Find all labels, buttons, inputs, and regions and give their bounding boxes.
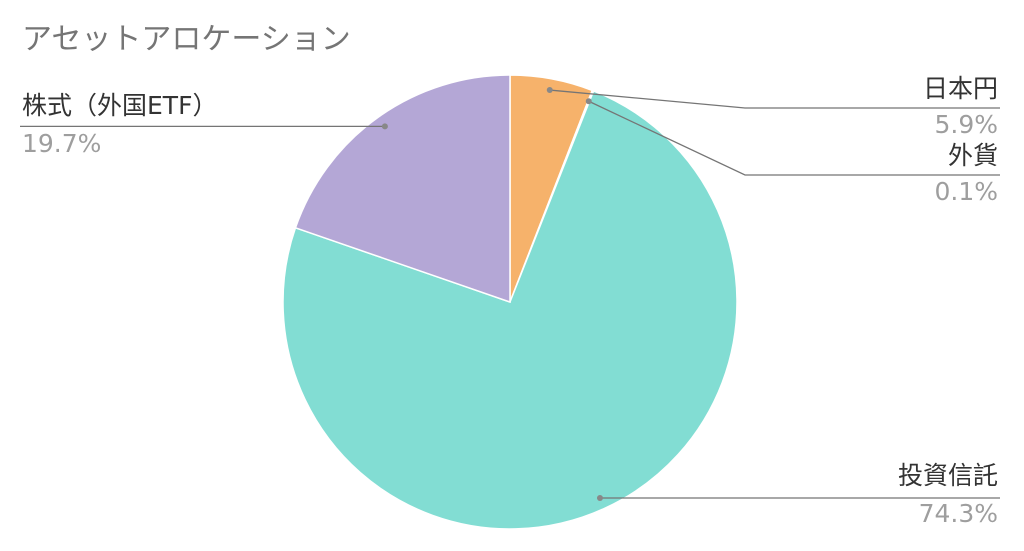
slice-percent: 74.3% (918, 499, 998, 528)
leader-dot (596, 494, 603, 501)
leader-line (549, 89, 1000, 109)
slice-label: 日本円 (922, 74, 998, 103)
slice-label: 投資信託 (897, 461, 998, 490)
chart-title: アセットアロケーション (22, 22, 351, 57)
slice-percent: 0.1% (934, 177, 998, 206)
leader-dot (546, 87, 553, 94)
pie-slice (282, 89, 738, 530)
slice-label: 株式（外国ETF） (22, 91, 218, 120)
leader-line (588, 100, 1000, 176)
pie-slice (294, 74, 511, 304)
slice-label: 外貨 (947, 141, 998, 170)
slice-percent: 5.9% (934, 110, 998, 139)
leader-dot (585, 98, 592, 105)
leader-dot (381, 123, 388, 130)
slice-percent: 19.7% (22, 129, 102, 158)
